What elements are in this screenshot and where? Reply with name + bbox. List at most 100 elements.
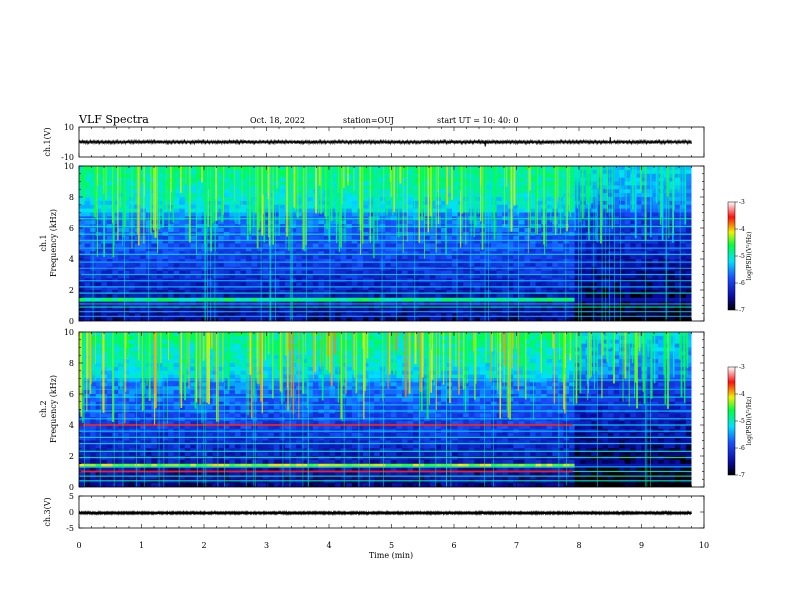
spectrogram-cell <box>440 169 447 175</box>
spectrogram-cell <box>440 282 447 287</box>
spheric-streak <box>590 166 593 204</box>
spectrogram-cell <box>424 185 431 190</box>
spheric-streak <box>509 166 511 194</box>
spectrogram-cell <box>619 208 626 213</box>
spectrogram-cell <box>262 274 269 279</box>
spectrogram-cell <box>468 313 475 318</box>
spectrogram-cell <box>401 297 408 303</box>
spectrogram-cell <box>440 189 447 194</box>
spectrogram-cell <box>635 251 642 256</box>
spheric-streak <box>212 166 215 224</box>
spheric-streak <box>136 166 138 235</box>
spectrogram-cell <box>463 293 470 299</box>
spectrogram-cell <box>195 235 202 241</box>
spectrogram-cell <box>463 262 470 268</box>
spectrogram-cell <box>429 259 436 264</box>
spectrogram-cell <box>285 297 291 303</box>
spectrogram-cell <box>173 313 180 318</box>
spectrogram-cell <box>351 228 358 233</box>
spectrogram-cell <box>535 181 542 186</box>
spectrogram-cell <box>234 235 241 241</box>
spectrogram-cell <box>279 169 286 175</box>
spectrogram-cell <box>279 200 286 206</box>
spectrogram-cell <box>251 208 258 213</box>
spectrogram-cell <box>641 173 648 179</box>
spectrogram-cell <box>162 290 169 295</box>
spectrogram-cell <box>407 169 414 175</box>
spectrogram-cell <box>413 177 420 182</box>
spheric-streak <box>488 166 489 321</box>
spectrogram-cell <box>218 169 225 175</box>
spectrogram-cell <box>491 317 498 321</box>
spectrogram-cell <box>223 204 230 210</box>
spectrogram-cell <box>680 274 687 279</box>
spectrogram-cell <box>262 293 269 299</box>
spectrogram-cell <box>262 243 269 248</box>
spectrogram-cell <box>474 255 481 260</box>
spectrogram-cell <box>407 317 414 321</box>
spectrogram-cell <box>262 166 269 171</box>
spectrogram-cell <box>396 262 403 268</box>
spheric-streak <box>569 166 572 217</box>
spectrogram-cell <box>257 259 264 264</box>
spectrogram-cell <box>162 274 169 279</box>
spectrogram-cell <box>396 270 403 275</box>
spectrogram-cell <box>474 166 481 171</box>
spectrogram-cell <box>357 286 364 291</box>
spectrogram-cell <box>223 293 230 299</box>
transmitter-line <box>79 273 692 276</box>
spectrogram-cell <box>184 274 191 279</box>
spectrogram-cell <box>474 173 481 179</box>
spectrogram-cell <box>335 247 342 252</box>
spectrogram-cell <box>474 220 481 225</box>
spectrogram-cell <box>123 243 130 248</box>
spectrogram-cell <box>385 290 392 295</box>
spheric-streak <box>238 166 240 225</box>
spectrogram-cell <box>234 166 241 171</box>
spectrogram-cell <box>190 177 197 182</box>
spectrogram-cell <box>262 262 269 268</box>
spectrogram-cell <box>151 185 158 190</box>
spectrogram-cell <box>680 204 687 210</box>
spectrogram-cell <box>162 204 169 210</box>
spectrogram-cell <box>279 317 286 321</box>
spectrogram-cell <box>413 204 420 210</box>
spheric-streak <box>392 166 394 216</box>
spheric-streak <box>272 166 275 245</box>
spectrogram-cell <box>296 200 303 206</box>
spectrogram-cell <box>312 262 319 268</box>
spectrogram-cell <box>685 262 692 268</box>
spectrogram-cell <box>418 251 425 256</box>
spectrogram-cell <box>357 274 364 279</box>
spectrogram-cell <box>652 212 659 217</box>
spectrogram-cell <box>446 185 453 190</box>
spectrogram-cell <box>652 181 659 186</box>
spectrogram-cell <box>362 251 369 256</box>
spectrogram-cell <box>474 200 481 206</box>
spectrogram-cell <box>674 193 681 198</box>
spectrogram-cell <box>218 282 225 287</box>
spectrogram-cell <box>95 247 102 252</box>
spectrogram-cell <box>524 177 531 182</box>
spectrogram-cell <box>607 228 614 233</box>
spectrogram-cell <box>507 286 514 291</box>
spectrogram-cell <box>106 262 113 268</box>
spectrogram-cell <box>635 166 642 171</box>
spectrogram-cell <box>368 255 375 260</box>
spectrogram-cell <box>257 208 264 213</box>
spectrogram-cell <box>351 185 358 190</box>
spectrogram-cell <box>491 243 498 248</box>
spectrogram-cell <box>262 169 269 175</box>
spectrogram-cell <box>240 243 247 248</box>
spectrogram-cell <box>474 293 481 299</box>
spectrogram-cell <box>580 270 587 275</box>
spectrogram-cell <box>546 173 553 179</box>
spectrogram-cell <box>262 228 269 233</box>
spectrogram-cell <box>223 290 230 295</box>
spectrogram-cell <box>607 251 614 256</box>
spectrogram-cell <box>407 208 414 213</box>
spheric-streak <box>450 166 452 193</box>
spectrogram-cell <box>340 293 347 299</box>
spectrogram-cell <box>401 313 408 318</box>
